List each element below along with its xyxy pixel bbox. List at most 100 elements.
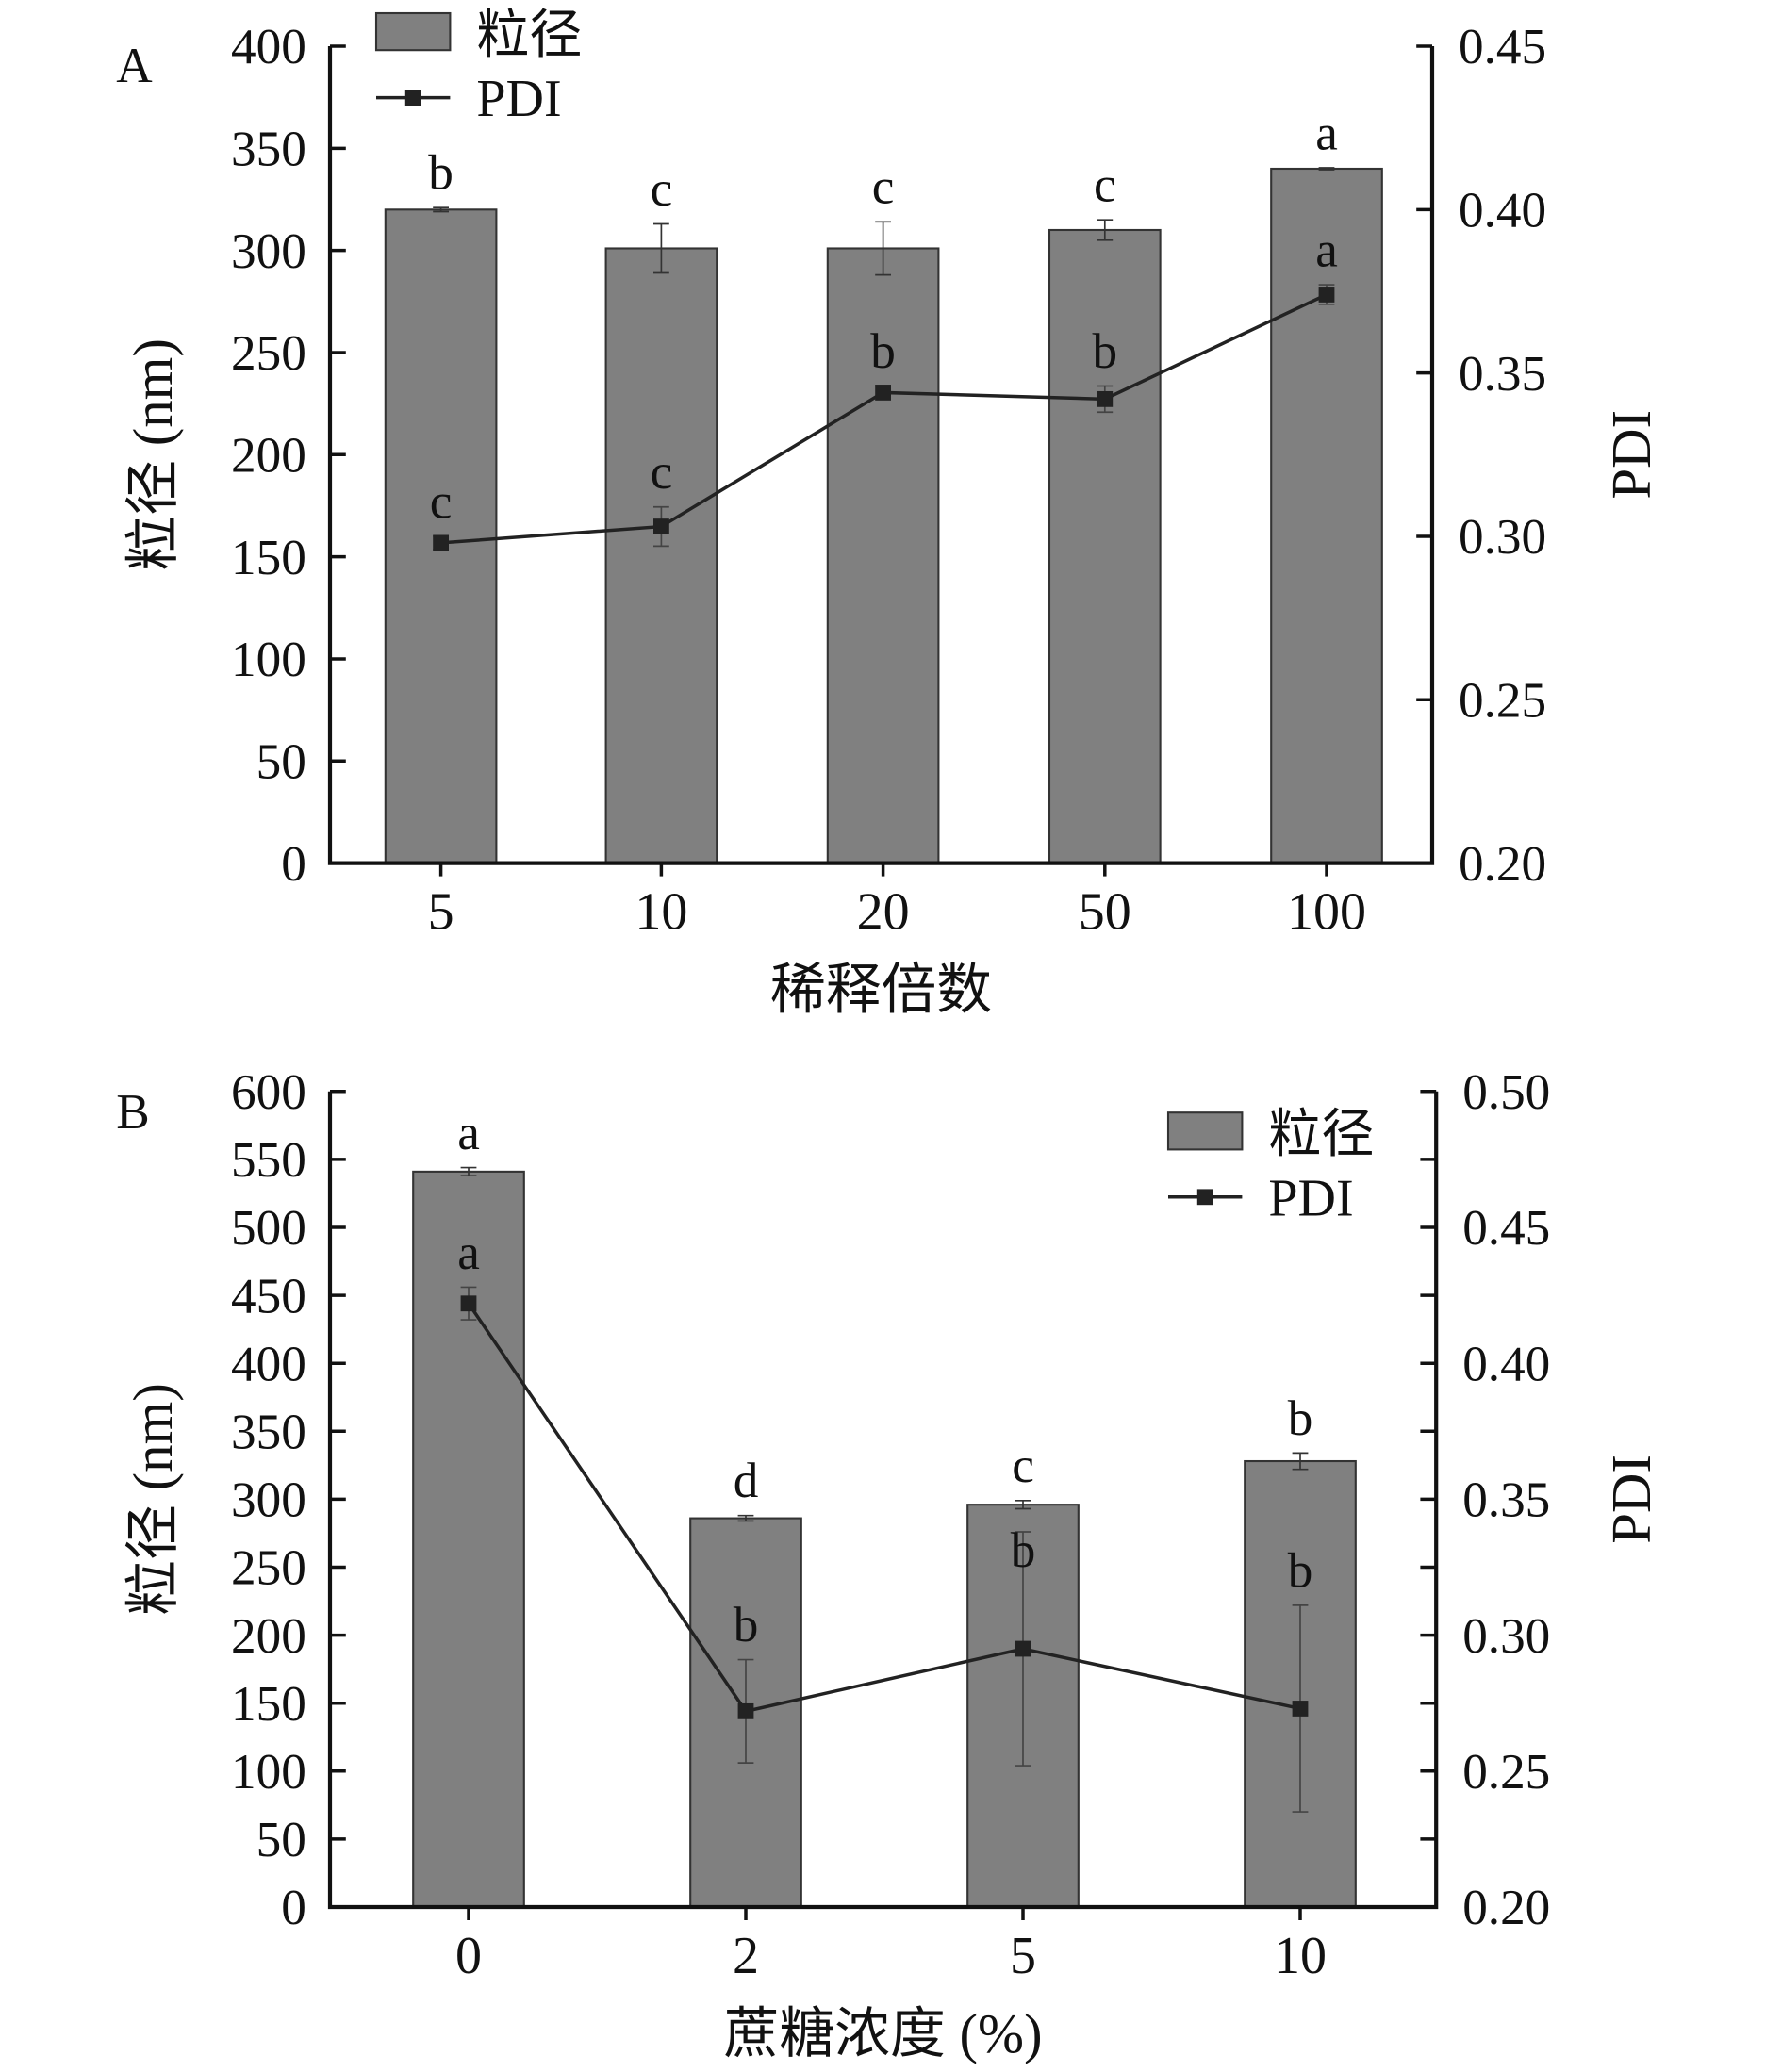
x-tick-label: 5 — [428, 883, 454, 942]
bar-error-bar — [653, 222, 669, 274]
pdi-significance-letter: b — [1011, 1522, 1036, 1578]
legend-bar-label: 粒径 — [1268, 1106, 1374, 1164]
pdi-point — [1292, 1701, 1309, 1717]
y2-tick-label: 0.30 — [1459, 509, 1546, 565]
pdi-point — [1318, 287, 1335, 303]
pdi-significance-letter: a — [1315, 222, 1338, 277]
y-tick-label: 600 — [231, 1064, 306, 1120]
bar-error-bar — [875, 221, 891, 276]
y2-tick-label: 0.40 — [1462, 1336, 1550, 1391]
y-tick-label: 150 — [231, 530, 306, 585]
panel-label: B — [116, 1084, 149, 1140]
legend-line-label: PDI — [476, 70, 561, 128]
pdi-significance-letter: b — [870, 323, 896, 379]
y2-axis-title: PDI — [1601, 410, 1662, 500]
bar-error-bar — [1318, 167, 1335, 171]
y-tick-label: 100 — [231, 632, 306, 687]
y-tick-label: 300 — [231, 1472, 306, 1528]
x-tick-label: 5 — [1010, 1927, 1036, 1985]
bar-error-bar — [1292, 1452, 1309, 1471]
legend-line-marker — [1196, 1189, 1213, 1206]
y-tick-label: 0 — [281, 1880, 306, 1935]
y2-tick-label: 0.35 — [1462, 1472, 1550, 1528]
y-tick-label: 200 — [231, 428, 306, 484]
pdi-point — [737, 1702, 754, 1719]
x-tick-label: 10 — [635, 883, 687, 942]
pdi-point — [1097, 390, 1114, 407]
chart-panel-a: Ab c c c a 0 50 100 150 200 250 300 350 400 0.20 0.25 0.… — [116, 7, 1662, 1021]
pdi-significance-letter: a — [457, 1225, 480, 1280]
x-tick-label: 50 — [1079, 883, 1131, 942]
y-tick-label: 450 — [231, 1268, 306, 1324]
y2-tick-label: 0.40 — [1459, 183, 1546, 238]
pdi-point — [875, 385, 891, 401]
bar — [826, 247, 940, 864]
bar-error-bar — [1015, 1500, 1031, 1510]
y2-tick-label: 0.25 — [1459, 672, 1546, 728]
y2-tick-label: 0.45 — [1459, 19, 1546, 74]
pdi-line — [467, 1302, 1301, 1714]
bar-error-bar — [460, 1166, 477, 1177]
y-axis-title: 粒径 (nm) — [123, 1383, 184, 1616]
y2-tick-label: 0.30 — [1462, 1608, 1550, 1664]
y-tick-label: 150 — [231, 1676, 306, 1732]
y-tick-label: 350 — [231, 1405, 306, 1460]
pdi-significance-letter: b — [734, 1597, 759, 1653]
bar-error-bar — [433, 206, 449, 213]
bar-error-bar — [737, 1514, 754, 1522]
pdi-significance-letter: c — [430, 473, 453, 529]
legend-line-marker — [404, 90, 421, 106]
y-tick-label: 50 — [256, 733, 306, 789]
bar-significance-letter: b — [428, 145, 454, 201]
y-axis-title: 粒径 (nm) — [123, 338, 184, 571]
pdi-significance-letter: c — [651, 444, 673, 500]
bar-significance-letter: c — [872, 159, 895, 215]
pdi-point — [433, 534, 449, 551]
y-tick-label: 300 — [231, 223, 306, 279]
y2-tick-label: 0.20 — [1459, 836, 1546, 892]
x-tick-label: 2 — [733, 1927, 759, 1985]
pdi-point — [653, 518, 669, 534]
bar — [604, 247, 718, 864]
y-tick-label: 50 — [256, 1812, 306, 1867]
x-tick-label: 20 — [857, 883, 910, 942]
bar-significance-letter: c — [651, 161, 673, 217]
bar-significance-letter: b — [1288, 1390, 1313, 1446]
y2-tick-label: 0.45 — [1462, 1200, 1550, 1256]
x-tick-label: 100 — [1287, 883, 1366, 942]
pdi-significance-letter: b — [1288, 1542, 1313, 1598]
y-tick-label: 100 — [231, 1744, 306, 1800]
y2-tick-label: 0.20 — [1462, 1880, 1550, 1935]
y-tick-label: 250 — [231, 325, 306, 381]
x-tick-label: 10 — [1274, 1927, 1327, 1985]
x-axis-title: 稀释倍数 — [770, 960, 992, 1021]
legend-bar-label: 粒径 — [476, 7, 582, 65]
y-tick-label: 550 — [231, 1132, 306, 1188]
x-tick-label: 0 — [455, 1927, 482, 1985]
bar-significance-letter: a — [1315, 105, 1338, 160]
y-tick-label: 500 — [231, 1200, 306, 1256]
bar-error-bar — [1097, 219, 1114, 241]
pdi-point — [1015, 1640, 1031, 1657]
bar-significance-letter: c — [1012, 1438, 1034, 1493]
y2-tick-label: 0.35 — [1459, 346, 1546, 402]
legend-bar-swatch — [374, 11, 452, 52]
y-tick-label: 250 — [231, 1540, 306, 1596]
bar-significance-letter: d — [734, 1453, 759, 1508]
bar — [412, 1170, 525, 1909]
x-axis-title: 蔗糖浓度 (%) — [724, 2003, 1043, 2064]
legend-line-label: PDI — [1268, 1169, 1353, 1227]
y-tick-label: 350 — [231, 122, 306, 177]
legend-bar-swatch — [1166, 1111, 1244, 1151]
y-tick-label: 400 — [231, 1336, 306, 1391]
pdi-significance-letter: b — [1093, 323, 1118, 379]
panel-label: A — [116, 38, 153, 93]
y2-tick-label: 0.25 — [1462, 1744, 1550, 1800]
y-tick-label: 0 — [281, 836, 306, 892]
y-tick-label: 400 — [231, 19, 306, 74]
pdi-point — [460, 1295, 477, 1312]
